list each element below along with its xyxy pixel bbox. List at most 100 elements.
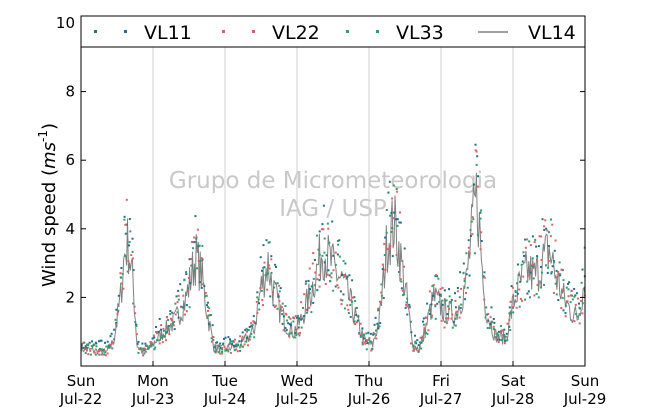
- data-point: [357, 315, 360, 318]
- data-point: [288, 332, 291, 335]
- data-point: [496, 338, 499, 341]
- data-point: [241, 331, 244, 334]
- data-point: [409, 320, 412, 323]
- data-point: [578, 306, 581, 309]
- data-point: [222, 342, 225, 345]
- data-point: [263, 266, 266, 269]
- data-point: [473, 183, 475, 186]
- data-point: [351, 279, 354, 282]
- data-point: [131, 250, 134, 253]
- data-point: [195, 237, 198, 240]
- data-point: [458, 296, 461, 299]
- data-point: [298, 317, 301, 320]
- data-point: [581, 312, 584, 315]
- data-point: [369, 332, 372, 335]
- data-point: [460, 287, 463, 290]
- data-point: [402, 294, 404, 297]
- data-point: [93, 351, 96, 354]
- data-point: [132, 302, 135, 305]
- data-point: [132, 269, 135, 272]
- data-point: [580, 281, 583, 284]
- data-point: [555, 269, 558, 272]
- data-point: [236, 350, 239, 353]
- data-point: [464, 298, 467, 301]
- data-point: [417, 350, 420, 353]
- data-point: [444, 320, 446, 323]
- data-point: [531, 257, 534, 260]
- data-point: [454, 317, 457, 320]
- data-point: [332, 269, 335, 272]
- data-point: [575, 292, 578, 295]
- data-point: [373, 323, 376, 326]
- data-point: [503, 334, 506, 337]
- data-point: [168, 325, 171, 327]
- data-point: [261, 269, 263, 272]
- data-point: [367, 331, 370, 334]
- data-point: [538, 235, 541, 238]
- data-point: [331, 220, 334, 223]
- data-point: [476, 185, 479, 188]
- data-point: [508, 319, 511, 321]
- data-point: [188, 258, 191, 261]
- data-point: [564, 304, 567, 307]
- data-point: [203, 285, 206, 288]
- data-point: [509, 300, 512, 303]
- data-point: [534, 238, 537, 241]
- data-point: [121, 282, 123, 285]
- data-point: [339, 298, 342, 301]
- legend-item-vl22: VL22: [222, 22, 320, 44]
- data-point: [404, 306, 407, 309]
- watermark-line: IAG / USP: [279, 196, 387, 222]
- data-point: [342, 260, 345, 263]
- data-point: [365, 348, 368, 351]
- data-point: [511, 306, 514, 308]
- data-point: [346, 275, 349, 278]
- data-point: [253, 336, 256, 339]
- data-point: [248, 326, 251, 328]
- data-point: [383, 254, 386, 256]
- data-point: [99, 339, 102, 342]
- data-point: [540, 258, 543, 261]
- data-point: [297, 326, 300, 329]
- data-point: [177, 298, 180, 301]
- data-point: [561, 269, 564, 272]
- data-point: [297, 332, 300, 335]
- data-point: [388, 247, 391, 250]
- data-point: [297, 315, 299, 318]
- data-point: [280, 306, 283, 309]
- data-point: [341, 274, 343, 276]
- data-point: [231, 340, 234, 343]
- data-point: [140, 348, 143, 351]
- data-point: [267, 272, 269, 275]
- data-point: [576, 297, 579, 300]
- data-point: [474, 143, 477, 146]
- data-point: [141, 342, 144, 345]
- data-point: [275, 304, 278, 307]
- data-point: [485, 306, 488, 309]
- data-point: [508, 312, 511, 315]
- data-point: [327, 269, 330, 272]
- data-point: [256, 311, 259, 314]
- data-point: [211, 340, 213, 343]
- data-point: [82, 346, 85, 349]
- data-point: [500, 339, 503, 342]
- data-point: [115, 323, 118, 326]
- data-point: [370, 349, 373, 352]
- data-point: [519, 280, 522, 283]
- data-point: [260, 289, 263, 292]
- data-point: [174, 313, 177, 316]
- data-point: [326, 273, 329, 276]
- data-point: [246, 336, 249, 339]
- data-point: [282, 329, 285, 332]
- data-point: [244, 340, 247, 343]
- data-point: [196, 228, 199, 231]
- data-point: [258, 302, 260, 305]
- data-point: [540, 271, 543, 274]
- data-point: [338, 255, 341, 258]
- data-point: [177, 294, 180, 297]
- data-point: [426, 302, 429, 305]
- data-point: [326, 222, 329, 225]
- data-point: [274, 263, 277, 266]
- data-point: [212, 338, 215, 341]
